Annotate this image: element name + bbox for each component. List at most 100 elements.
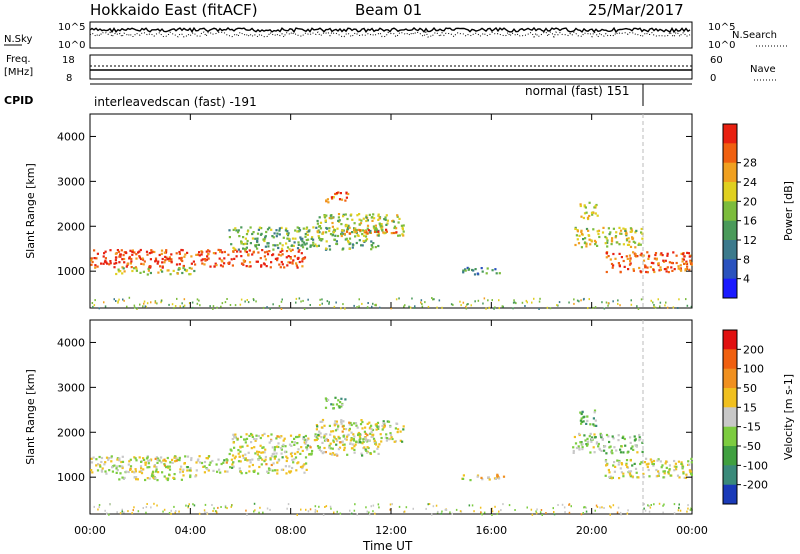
- echo-cell: [340, 405, 343, 408]
- echo-cell: [325, 433, 328, 436]
- echo-cell: [337, 448, 340, 451]
- echo-cell: [432, 298, 434, 301]
- echo-cell: [579, 204, 582, 208]
- echo-cell: [148, 265, 151, 268]
- echo-cell: [283, 437, 286, 440]
- echo-cell: [206, 468, 209, 471]
- echo-cell: [629, 245, 633, 248]
- echo-cell: [646, 463, 649, 466]
- echo-cell: [480, 476, 483, 479]
- echo-cell: [377, 445, 380, 448]
- echo-cell: [323, 433, 326, 436]
- echo-cell: [353, 509, 356, 512]
- echo-cell: [622, 472, 625, 475]
- echo-cell: [362, 440, 365, 443]
- echo-cell: [242, 259, 245, 262]
- echo-cell: [271, 446, 274, 449]
- echo-cell: [666, 306, 669, 309]
- echo-cell: [437, 510, 439, 513]
- echo-region: [315, 418, 405, 444]
- echo-cell: [387, 438, 390, 441]
- echo-cell: [378, 443, 381, 446]
- echo-cell: [689, 261, 692, 264]
- echo-cell: [295, 301, 297, 304]
- echo-cell: [462, 301, 465, 304]
- echo-cell: [289, 256, 292, 259]
- echo-cell: [677, 460, 680, 463]
- echo-cell: [150, 301, 152, 304]
- echo-cell: [465, 305, 467, 308]
- colorbar-tick-label: -50: [743, 440, 761, 453]
- cpid-label: CPID: [4, 94, 33, 107]
- echo-cell: [602, 226, 605, 229]
- echo-cell: [338, 446, 342, 449]
- echo-cell: [286, 246, 290, 249]
- echo-cell: [168, 257, 171, 260]
- echo-cell: [121, 510, 123, 513]
- echo-cell: [378, 217, 381, 220]
- echo-cell: [624, 228, 627, 231]
- echo-cell: [636, 305, 638, 308]
- echo-cell: [371, 219, 374, 222]
- echo-cell: [102, 262, 105, 265]
- echo-cell: [118, 261, 121, 264]
- echo-cell: [277, 246, 280, 250]
- echo-cell: [514, 509, 516, 511]
- echo-cell: [113, 262, 116, 265]
- echo-cell: [323, 424, 326, 427]
- echo-cell: [207, 469, 210, 472]
- echo-cell: [678, 503, 680, 506]
- echo-cell: [303, 257, 306, 260]
- echo-cell: [473, 273, 477, 276]
- echo-cell: [324, 248, 328, 251]
- echo-cell: [146, 503, 148, 505]
- echo-cell: [390, 436, 393, 439]
- echo-cell: [624, 229, 627, 232]
- echo-cell: [350, 213, 353, 216]
- echo-cell: [384, 216, 387, 219]
- echo-cell: [659, 460, 662, 463]
- echo-cell: [309, 508, 312, 511]
- echo-cell: [616, 459, 619, 462]
- echo-cell: [606, 245, 609, 248]
- echo-cell: [605, 237, 608, 240]
- y-tick-label: 4000: [57, 336, 85, 349]
- echo-cell: [370, 428, 373, 431]
- echo-cell: [355, 440, 358, 444]
- echo-cell: [341, 440, 344, 443]
- echo-cell: [139, 248, 142, 252]
- echo-cell: [206, 511, 208, 514]
- echo-cell: [231, 466, 234, 469]
- echo-cell: [384, 436, 387, 439]
- echo-cell: [353, 445, 356, 448]
- echo-cell: [251, 435, 254, 438]
- echo-cell: [466, 266, 469, 269]
- echo-cell: [249, 242, 252, 245]
- echo-cell: [182, 266, 185, 270]
- echo-cell: [342, 213, 345, 216]
- echo-cell: [398, 505, 401, 508]
- echo-cell: [672, 251, 675, 254]
- echo-cell: [421, 303, 423, 305]
- echo-cell: [572, 449, 575, 453]
- date-label: 25/Mar/2017: [588, 1, 684, 19]
- echo-cell: [134, 306, 136, 309]
- echo-cell: [397, 234, 400, 237]
- echo-cell: [303, 438, 306, 441]
- echo-cell: [674, 462, 677, 465]
- echo-cell: [341, 229, 344, 232]
- echo-cell: [299, 452, 302, 455]
- echo-cell: [107, 457, 110, 460]
- echo-cell: [386, 420, 389, 423]
- echo-cell: [271, 469, 274, 472]
- echo-cell: [379, 433, 382, 436]
- echo-cell: [356, 214, 359, 217]
- echo-cell: [246, 299, 248, 301]
- echo-cell: [353, 451, 356, 454]
- echo-cell: [355, 241, 358, 245]
- echo-cell: [296, 435, 299, 439]
- echo-cell: [219, 250, 222, 253]
- echo-cell: [364, 229, 367, 233]
- echo-cell: [147, 269, 150, 272]
- echo-cell: [541, 514, 543, 516]
